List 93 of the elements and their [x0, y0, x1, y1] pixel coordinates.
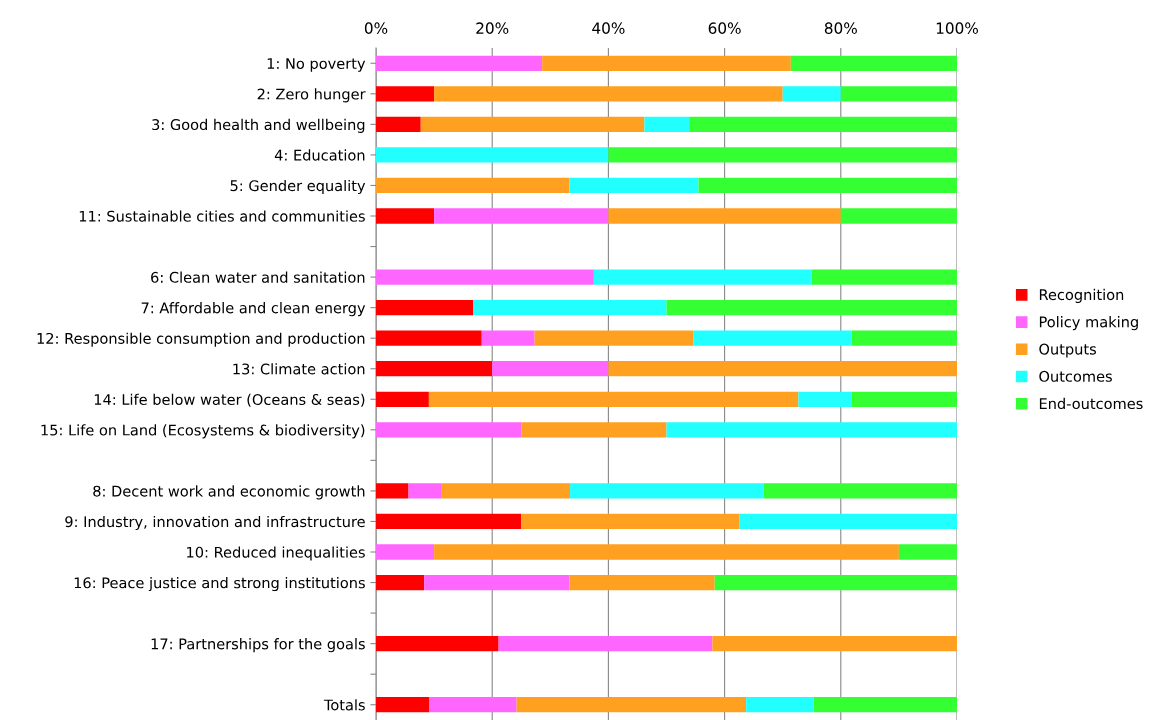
bar: [376, 636, 499, 652]
y-tick-label: 15: Life on Land (Ecosystems & biodiversity): [41, 424, 365, 439]
bar: [376, 55, 543, 71]
bar: [714, 574, 957, 591]
y-tick-label: Totals: [323, 699, 365, 711]
x-tick-label: 40%: [592, 22, 625, 34]
bar: [851, 391, 957, 407]
bar: [644, 116, 690, 132]
x-tick-label: 0%: [364, 22, 388, 34]
bar: [666, 422, 957, 438]
y-tick-label: 17: Partnerships for the goals: [151, 638, 365, 653]
bar: [569, 177, 699, 194]
bar: [376, 300, 474, 316]
bar: [798, 391, 852, 407]
y-tick-label: 11: Sustainable cities and communities: [79, 210, 365, 222]
bar: [376, 544, 435, 560]
legend-label: Policy making: [1039, 316, 1138, 331]
bar: [376, 483, 409, 499]
bar: [521, 422, 667, 438]
bar: [698, 177, 957, 194]
bar: [569, 574, 715, 591]
bar: [376, 574, 425, 591]
bar: [608, 361, 957, 377]
bar: [376, 269, 594, 285]
bar: [712, 636, 957, 652]
bar: [593, 269, 812, 285]
bar: [608, 208, 841, 224]
bar: [516, 697, 747, 713]
y-tick-label: 8: Decent work and economic growth: [93, 485, 365, 500]
y-tick-label: 2: Zero hunger: [257, 88, 366, 103]
bar: [376, 147, 609, 163]
y-tick-label: 6: Clean water and sanitation: [151, 271, 365, 283]
bar: [790, 55, 957, 71]
x-tick-label: 100%: [936, 22, 978, 34]
bar: [376, 116, 421, 132]
bar: [376, 391, 429, 407]
bar: [420, 116, 645, 132]
bar: [428, 391, 799, 407]
bar: [840, 86, 957, 102]
bar: [376, 422, 522, 438]
legend-label: Outcomes: [1039, 370, 1112, 382]
y-tick-label: 3: Good health and wellbeing: [152, 118, 365, 133]
bar: [434, 208, 609, 224]
bar: [570, 483, 764, 499]
y-tick-label: 5: Gender equality: [230, 179, 366, 195]
bar: [473, 300, 667, 316]
bar: [376, 361, 493, 377]
y-tick-label: 16: Peace justice and strong institutions: [74, 577, 365, 592]
y-tick-label: 9: Industry, innovation and infrastructure: [65, 515, 365, 531]
bar: [813, 697, 957, 713]
bar: [376, 86, 435, 102]
bar: [739, 513, 957, 530]
bar: [434, 544, 899, 560]
legend-label: Recognition: [1039, 288, 1124, 303]
y-tick-label: 1: No poverty: [267, 58, 366, 72]
bar: [376, 697, 430, 713]
y-tick-label: 10: Reduced inequalities: [187, 546, 365, 561]
bar: [534, 330, 694, 346]
bar: [481, 330, 535, 346]
y-tick-label: 4: Education: [274, 149, 365, 161]
bar: [376, 513, 522, 530]
y-tick-label: 13: Climate action: [233, 363, 365, 375]
bar: [376, 177, 570, 194]
x-tick-label: 80%: [824, 22, 857, 34]
bar: [434, 86, 783, 102]
bar: [666, 300, 957, 316]
bar: [521, 513, 740, 530]
bar: [608, 147, 957, 163]
bar: [376, 208, 435, 224]
bar: [441, 483, 571, 499]
bar: [840, 208, 957, 224]
y-tick-label: 12: Responsible consumption and production: [37, 332, 365, 347]
bar: [492, 361, 609, 377]
legend-label: End-outcomes: [1039, 397, 1143, 410]
x-tick-label: 20%: [476, 22, 509, 34]
bar: [542, 55, 791, 71]
legend-label: Outputs: [1039, 343, 1097, 358]
bar: [898, 544, 957, 560]
bar: [429, 697, 517, 713]
bar: [782, 86, 841, 102]
bar: [498, 636, 713, 652]
bar: [763, 483, 957, 499]
bar: [693, 330, 852, 346]
bar: [424, 574, 570, 591]
x-tick-label: 60%: [708, 22, 741, 34]
bar: [689, 116, 957, 132]
bar: [746, 697, 814, 713]
bar: [408, 483, 442, 499]
y-tick-label: 7: Affordable and clean energy: [141, 302, 366, 317]
y-tick-label: 14: Life below water (Oceans & seas): [94, 393, 365, 407]
bar: [376, 330, 482, 346]
bar: [851, 330, 957, 346]
bar: [811, 269, 957, 285]
